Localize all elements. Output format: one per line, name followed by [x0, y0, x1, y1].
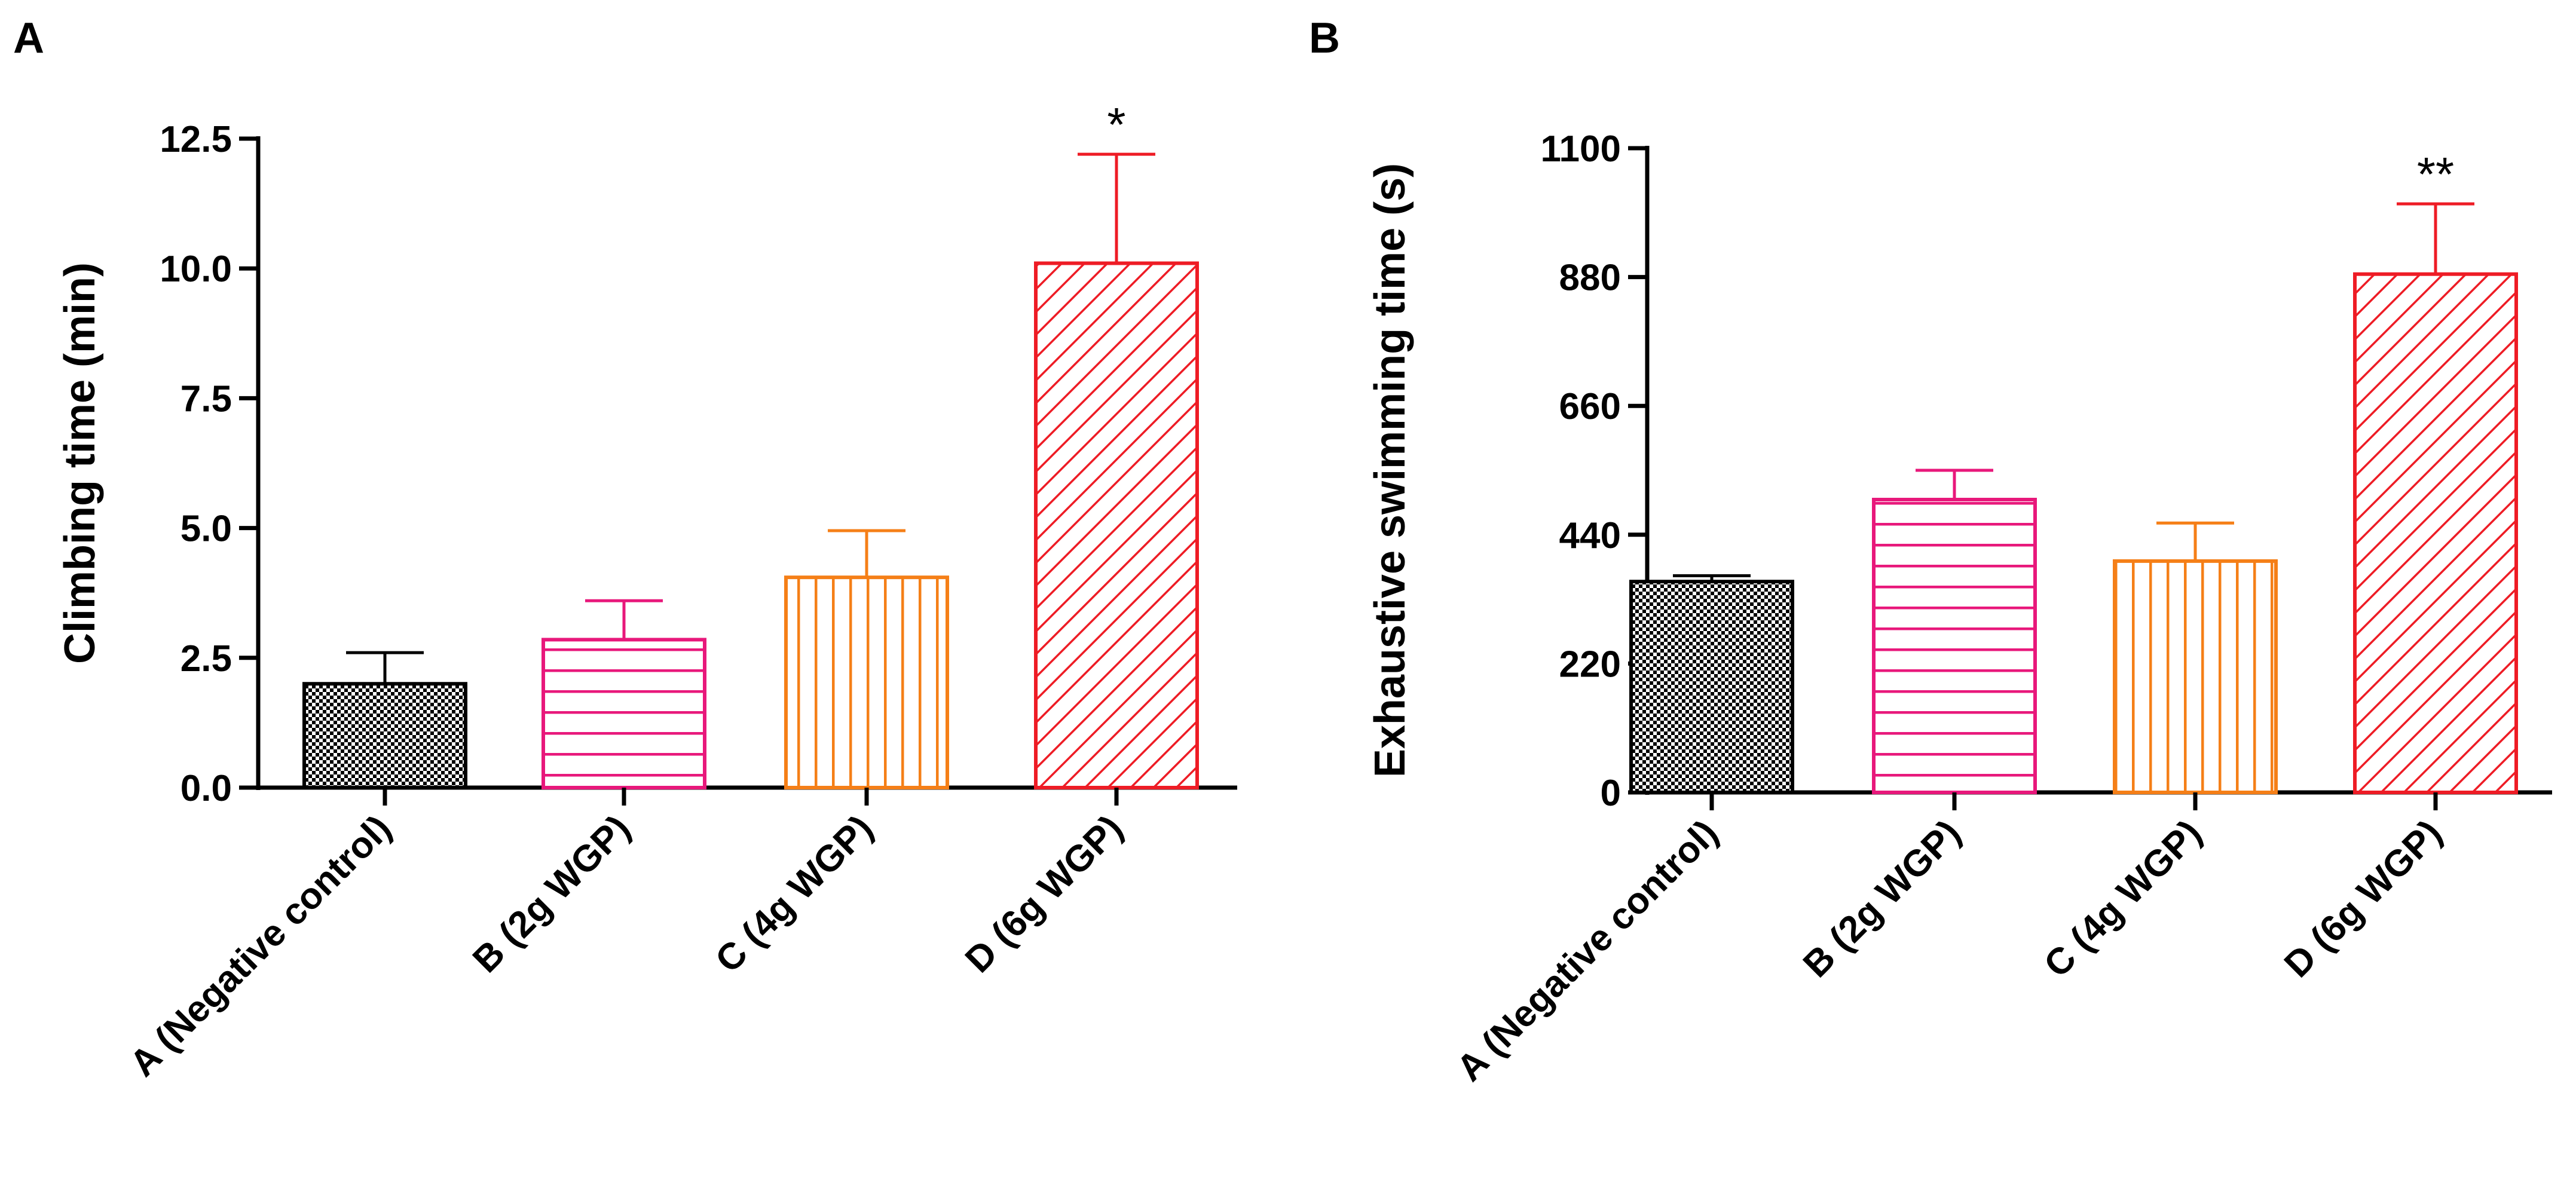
y-tick-label: 0.0 — [180, 768, 232, 809]
panel-letter: B — [1309, 14, 1340, 62]
y-tick-label: 220 — [1559, 644, 1621, 685]
category-label: C (4g WGP) — [2036, 812, 2210, 985]
category-label: B (2g WGP) — [1795, 812, 1969, 985]
panel-b: B Exhaustive swimming time (s) 0 220 440 660 8… — [1309, 14, 2552, 1089]
y-tick-label: 2.5 — [180, 638, 232, 679]
panel-letter: A — [13, 14, 44, 62]
bar-3 — [2113, 559, 2278, 795]
y-tick-label: 12.5 — [160, 119, 232, 160]
y-tick-label: 440 — [1559, 515, 1621, 556]
bar-1 — [1629, 580, 1794, 794]
y-tick-label: 660 — [1559, 386, 1621, 427]
category-label: B (2g WGP) — [465, 807, 638, 981]
category-label: A (Negative control) — [122, 807, 399, 1085]
y-axis-title: Exhaustive swimming time (s) — [1366, 163, 1414, 777]
y-tick-label: 880 — [1559, 258, 1621, 299]
category-label: D (6g WGP) — [2277, 812, 2450, 985]
y-axis-title: Climbing time (min) — [56, 262, 104, 664]
category-label: D (6g WGP) — [957, 807, 1131, 981]
y-tick-label: 5.0 — [180, 509, 232, 550]
category-label: C (4g WGP) — [708, 807, 881, 981]
bar-3 — [784, 575, 949, 789]
bar-2 — [1872, 498, 2037, 794]
y-tick-label: 1100 — [1540, 128, 1621, 170]
bar-4 — [2353, 272, 2518, 794]
bar-2 — [541, 638, 706, 789]
y-tick-label: 0 — [1601, 773, 1621, 814]
bar-4 — [1034, 261, 1199, 789]
y-tick-label: 7.5 — [180, 378, 232, 420]
category-label: A (Negative control) — [1449, 812, 1726, 1089]
significance-marker: ** — [2417, 148, 2454, 201]
y-tick-label: 10.0 — [160, 249, 232, 290]
bar-1 — [302, 682, 467, 789]
significance-marker: * — [1107, 98, 1125, 151]
panel-a: A Climbing time (min) 0.0 2.5 5.0 7.5 10.0 12.5… — [13, 14, 1237, 1085]
